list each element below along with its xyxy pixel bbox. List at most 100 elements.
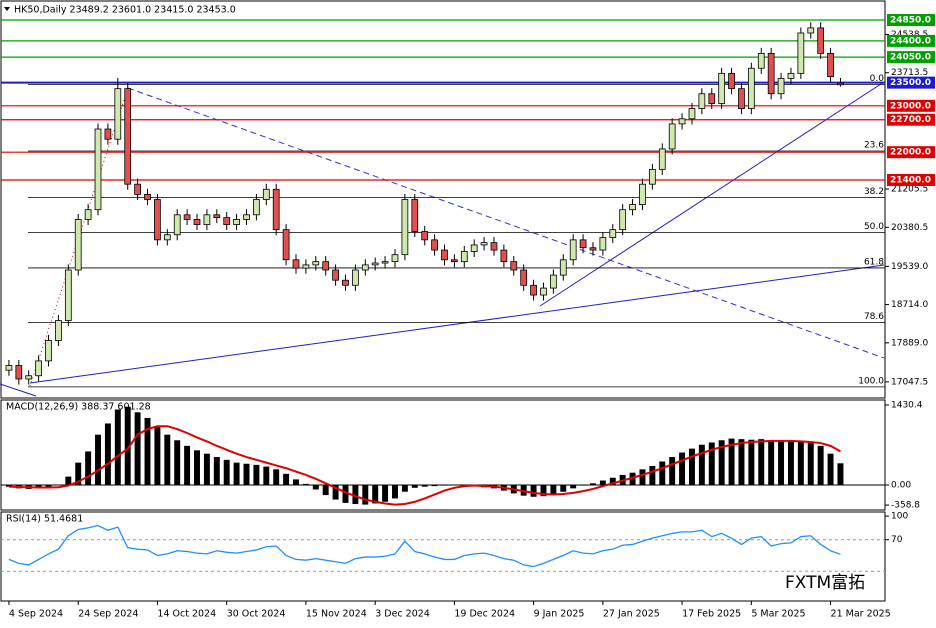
- macd-bar: [362, 485, 369, 505]
- macd-bar: [768, 440, 775, 486]
- y-tick-label: 20380.5: [891, 223, 928, 233]
- candle-body: [144, 193, 151, 200]
- level-label: 22700.0: [890, 115, 931, 125]
- y-tick-label: 18714.0: [891, 300, 928, 310]
- candle-body: [94, 128, 102, 211]
- candle-body: [639, 183, 646, 206]
- fib-label: 38.2: [864, 187, 884, 197]
- x-tick-label: 17 Feb 2025: [682, 609, 741, 620]
- candle-body: [391, 254, 399, 263]
- candle-body: [589, 247, 597, 251]
- macd-bar: [382, 485, 389, 502]
- y-tick-label: 17889.0: [891, 338, 928, 348]
- x-tick-label: 21 Mar 2025: [831, 609, 891, 620]
- y-tick-label: 21205.5: [891, 185, 928, 195]
- candle-body: [154, 199, 161, 241]
- level-box: [887, 34, 935, 47]
- candle-body: [262, 188, 270, 200]
- y-tick-label: 23713.5: [891, 68, 928, 78]
- macd-bar: [787, 440, 794, 486]
- candle-body: [292, 259, 300, 269]
- macd-bar: [302, 483, 309, 486]
- candle-body: [747, 67, 755, 109]
- candle-body: [767, 53, 775, 95]
- macd-bar: [609, 477, 616, 486]
- candle-body: [648, 168, 656, 185]
- y-tick-label: 17047.5: [891, 377, 928, 387]
- candle-body: [243, 214, 250, 220]
- macd-bar: [45, 485, 52, 488]
- macd-bar: [352, 485, 359, 505]
- candle-body: [381, 261, 389, 264]
- level-label: 24400.0: [890, 36, 931, 46]
- candle-body: [173, 214, 181, 236]
- macd-bar: [283, 473, 290, 486]
- level-box: [887, 113, 935, 126]
- candle-body: [688, 108, 696, 120]
- candle-body: [282, 229, 290, 261]
- candle-body: [678, 118, 686, 125]
- macd-bar: [669, 457, 676, 486]
- x-tick-label: 14 Oct 2024: [157, 609, 216, 620]
- macd-bar: [837, 463, 844, 486]
- x-tick-label: 4 Sep 2024: [9, 609, 63, 620]
- macd-bar: [332, 485, 339, 500]
- macd-bar: [817, 445, 824, 486]
- candle-body: [163, 234, 171, 241]
- macd-bar: [659, 461, 666, 486]
- macd-bar: [293, 479, 299, 486]
- macd-bar: [570, 485, 577, 489]
- macd-bar: [797, 441, 804, 486]
- candle-body: [213, 214, 221, 218]
- macd-bar: [807, 442, 814, 486]
- candle-body: [807, 27, 815, 34]
- candle-body: [45, 340, 52, 362]
- candle-body: [460, 251, 468, 263]
- macd-bar: [649, 465, 656, 486]
- fib-label: 100.0: [858, 376, 884, 386]
- macd-bar: [530, 485, 537, 497]
- candle-body: [233, 219, 240, 225]
- candle-body: [490, 242, 498, 251]
- candle-body: [540, 287, 547, 296]
- candle-body: [787, 72, 795, 79]
- candle-body: [441, 249, 448, 261]
- trendline: [0, 383, 37, 397]
- candle-body: [302, 264, 310, 269]
- macd-bar: [312, 485, 319, 490]
- main-panel: [0, 0, 886, 399]
- macd-bar: [124, 406, 131, 486]
- macd-bar: [253, 464, 260, 486]
- candle-body: [579, 239, 587, 249]
- candle-body: [629, 204, 636, 211]
- fib-label: 78.6: [864, 312, 884, 322]
- macd-bar: [639, 469, 646, 486]
- candle-body: [361, 264, 369, 271]
- candle-body: [738, 88, 745, 109]
- macd-bar: [718, 440, 725, 486]
- candle-body: [757, 53, 765, 69]
- candle-body: [401, 199, 409, 256]
- macd-bar: [263, 466, 270, 486]
- x-tick-label: 15 Nov 2024: [306, 609, 367, 620]
- macd-bar: [827, 453, 834, 486]
- candle-body: [253, 199, 260, 216]
- candle-body: [411, 199, 419, 232]
- candle-body: [193, 219, 201, 225]
- candle-body: [510, 261, 518, 271]
- macd-bar: [411, 485, 418, 488]
- candle-body: [431, 239, 438, 251]
- candle-body: [371, 262, 379, 266]
- level-box: [887, 14, 935, 27]
- level-label: 21400.0: [890, 176, 931, 186]
- candle-body: [520, 269, 528, 286]
- candle-body: [25, 375, 33, 380]
- header-icon: [4, 7, 10, 11]
- candle-body: [708, 93, 716, 104]
- candle-body: [530, 284, 537, 296]
- macd-bar: [184, 445, 191, 486]
- macd-bar: [213, 457, 220, 486]
- header: HK50,Daily 23489.2 23601.0 23415.0 23453…: [14, 5, 236, 16]
- macd-tick-label: 1430.4: [891, 401, 923, 411]
- level-label: 22000.0: [890, 148, 931, 158]
